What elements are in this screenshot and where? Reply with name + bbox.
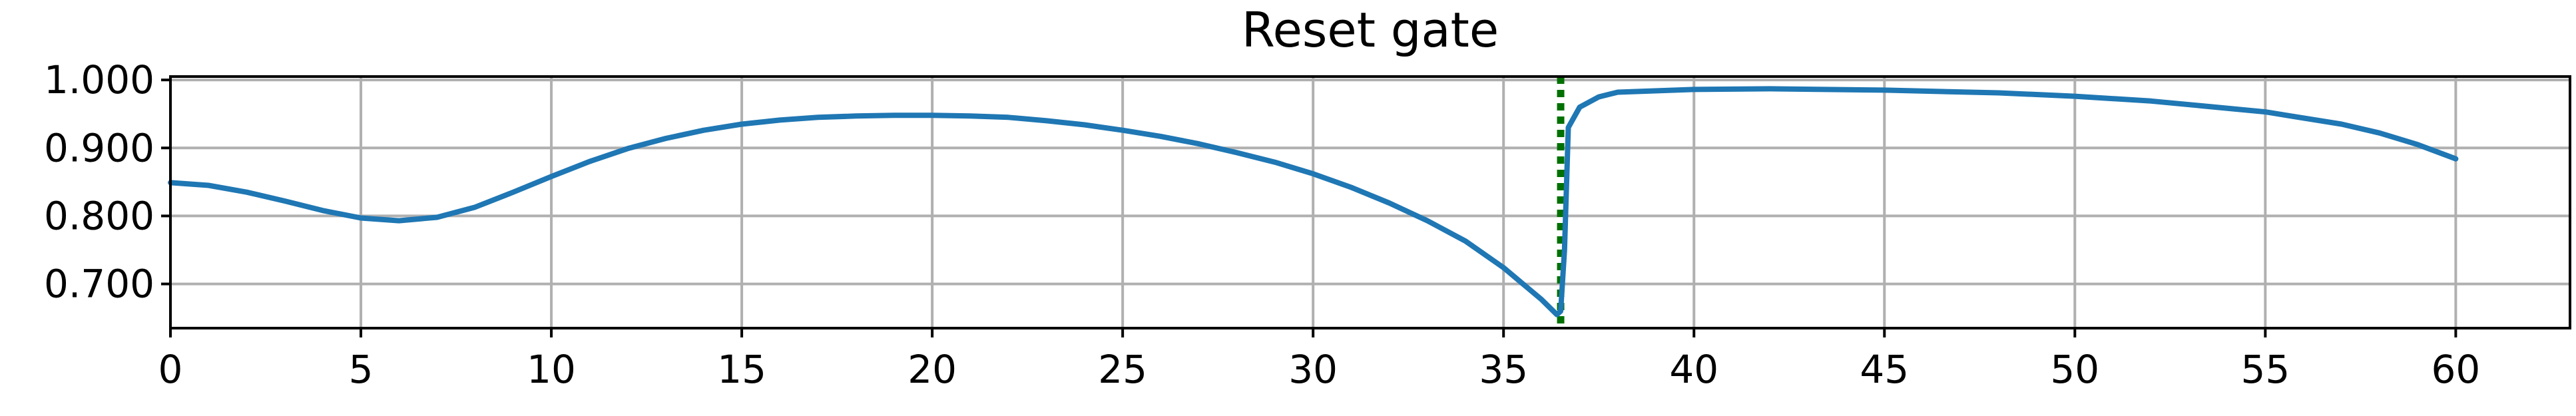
x-tick-label: 50 — [2050, 347, 2099, 392]
x-tick-label: 60 — [2431, 347, 2480, 392]
x-tick-label: 35 — [1479, 347, 1528, 392]
x-tick-label: 0 — [158, 347, 183, 392]
x-tick-label: 55 — [2240, 347, 2290, 392]
series-line-0 — [168, 86, 2459, 317]
series-lines — [168, 86, 2459, 317]
x-tick-label: 40 — [1669, 347, 1718, 392]
y-tick-label: 0.900 — [44, 125, 154, 170]
x-tick-label: 30 — [1288, 347, 1338, 392]
y-tick-label: 0.700 — [44, 262, 154, 307]
x-tick-label: 15 — [717, 347, 766, 392]
grid-lines — [169, 77, 2570, 328]
x-tick-label: 20 — [907, 347, 957, 392]
y-tick-label: 0.800 — [44, 193, 154, 238]
x-tick-label: 10 — [527, 347, 576, 392]
x-axis-ticks: 0 5 10 15 20 25 30 35 40 45 50 55 60 — [158, 328, 2480, 392]
x-tick-label: 5 — [349, 347, 374, 392]
chart-title: Reset gate — [1242, 2, 1499, 58]
y-tick-label: 1.000 — [44, 57, 154, 103]
x-tick-label: 45 — [1860, 347, 1909, 392]
plot-frame — [169, 75, 2571, 329]
y-axis-ticks: 0.700 0.800 0.900 1.000 — [44, 57, 170, 307]
x-tick-label: 25 — [1098, 347, 1147, 392]
